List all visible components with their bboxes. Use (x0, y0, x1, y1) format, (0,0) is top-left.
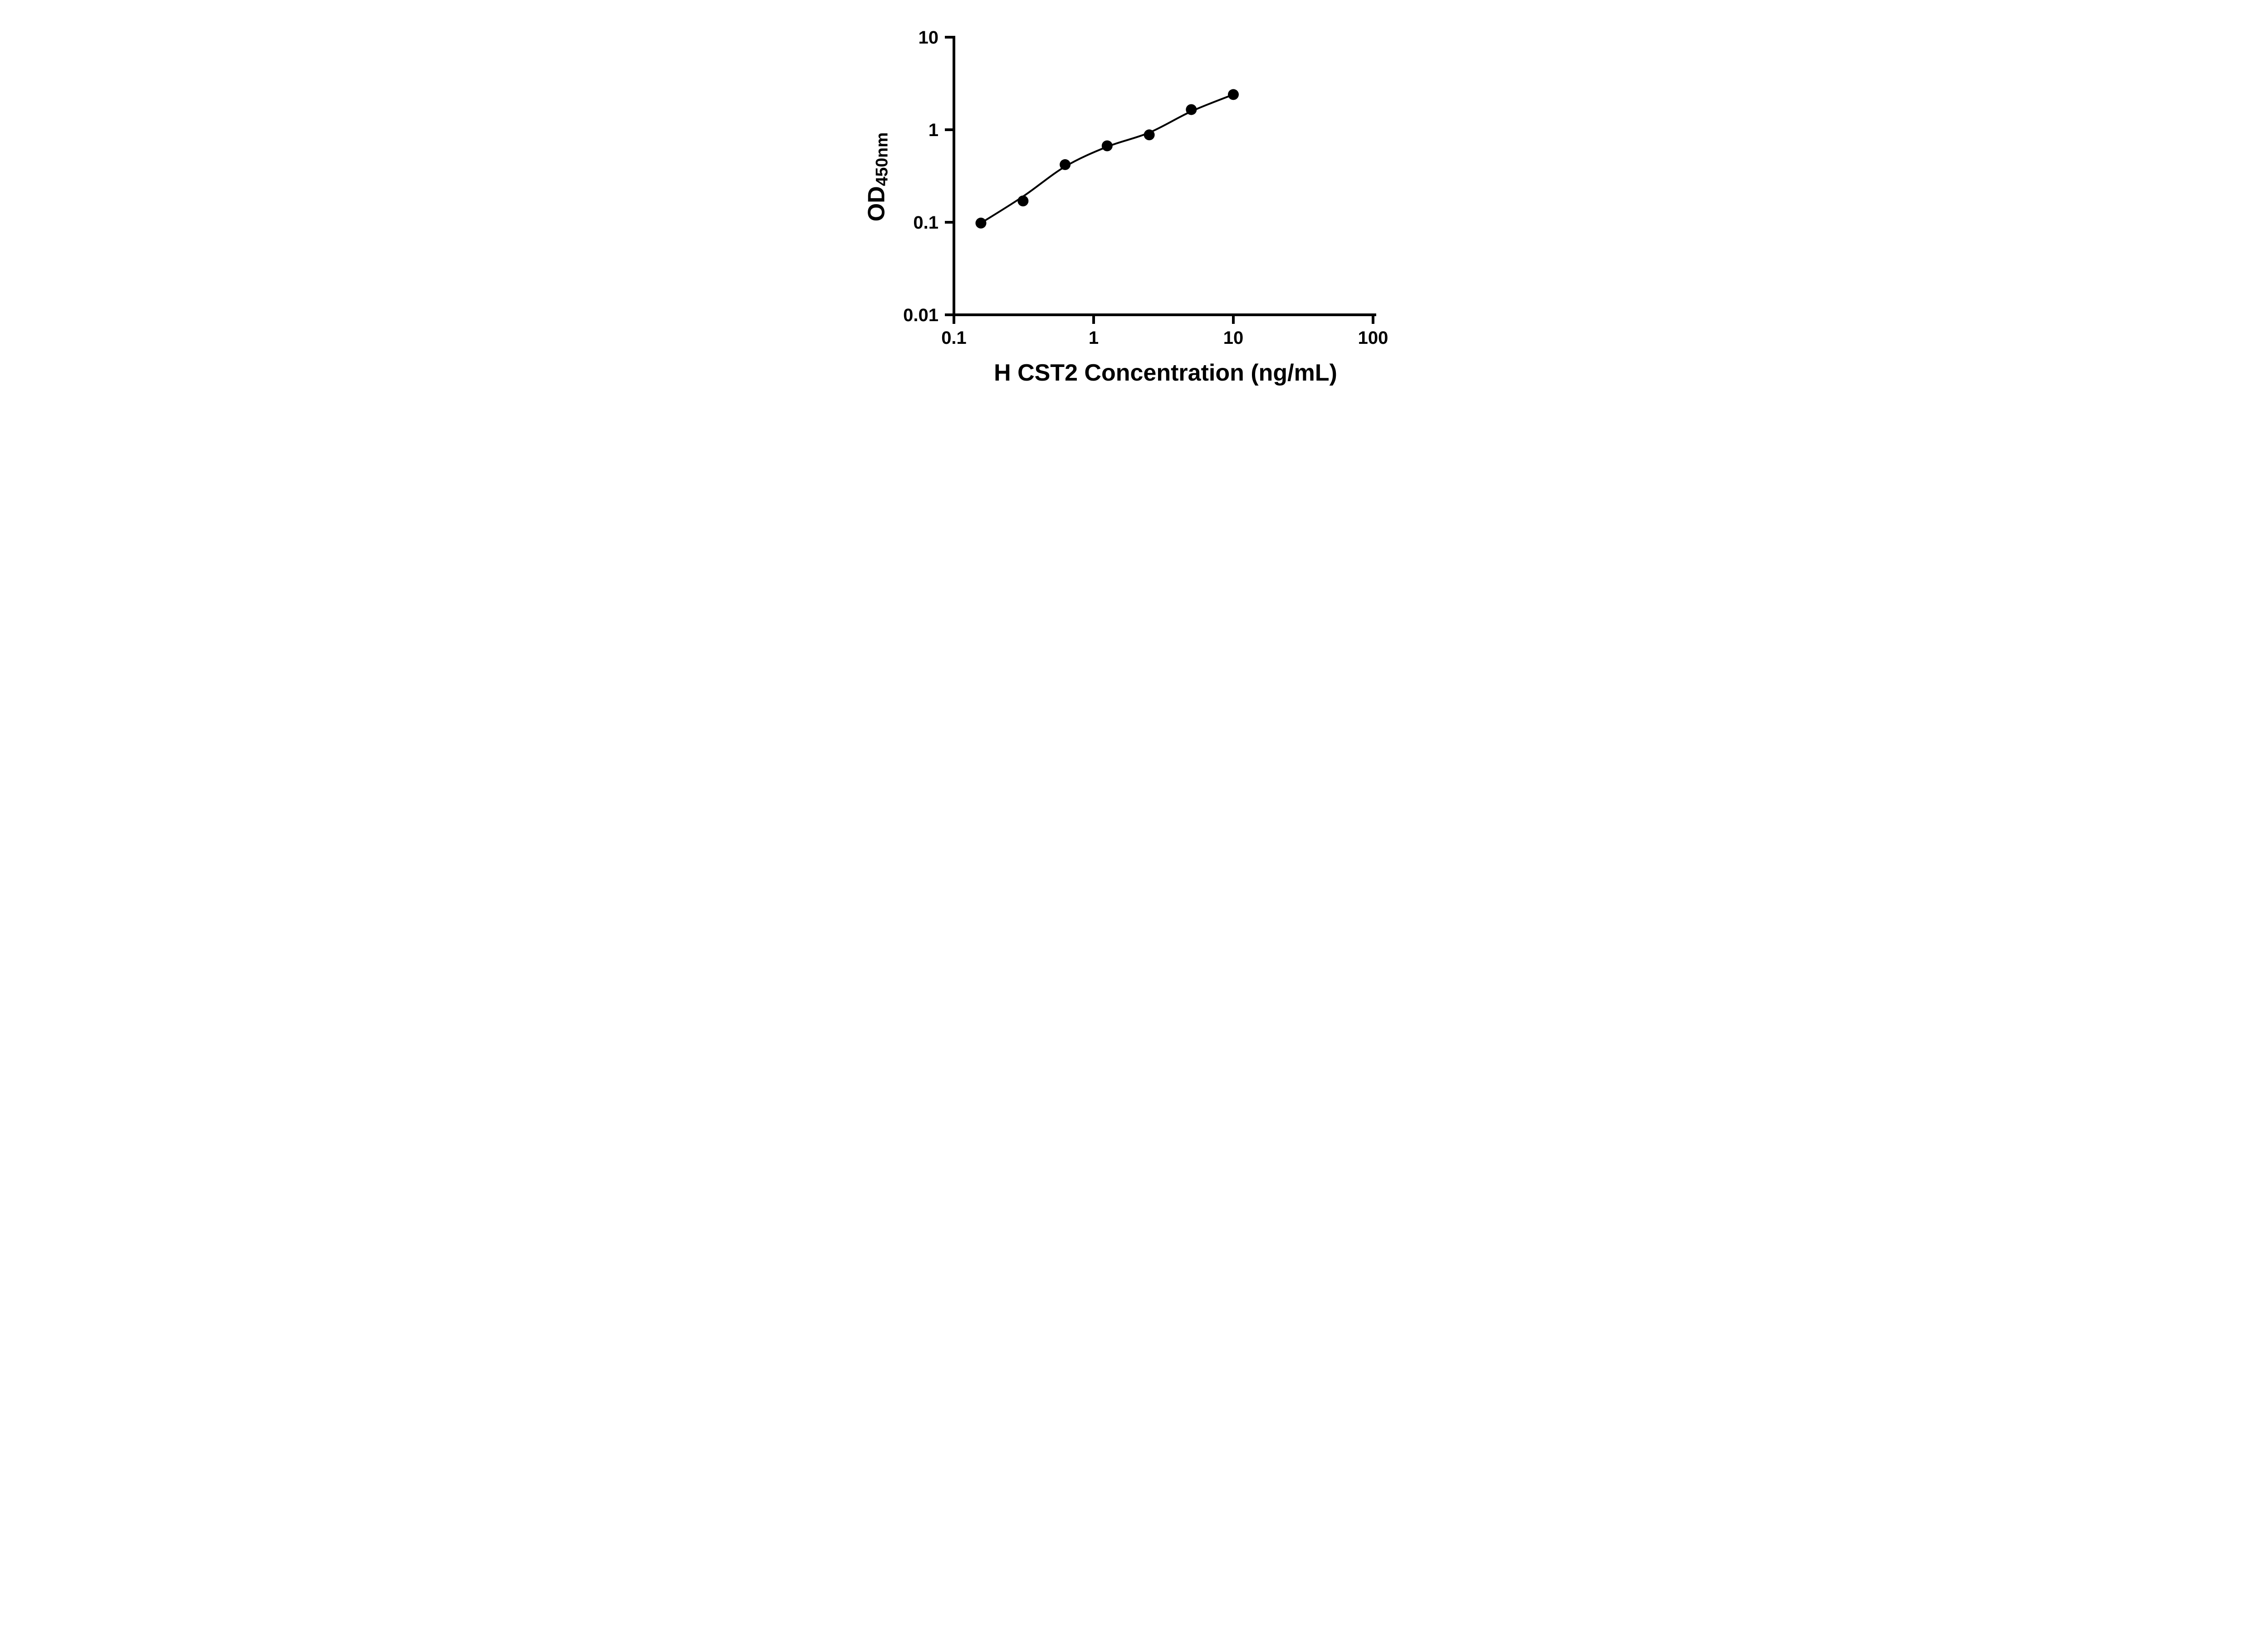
x-tick-label: 100 (1358, 328, 1388, 348)
data-point (1017, 196, 1028, 206)
x-tick-label: 10 (1223, 328, 1243, 348)
y-tick-label: 10 (918, 28, 938, 48)
data-point (1227, 89, 1239, 100)
y-tick-label: 1 (928, 120, 938, 140)
x-tick-label: 1 (1088, 328, 1098, 348)
elisa-standard-curve-figure: 0.01 0.1 1 10 0.1 1 10 100 OD450nm H CST2 Conce… (842, 0, 1426, 408)
y-axis-title-main: OD (863, 186, 890, 222)
y-axis-title: OD450nm (863, 132, 891, 222)
x-axis-title: H CST2 Concentration (ng/mL) (994, 360, 1337, 386)
x-tick-label: 0.1 (941, 328, 967, 348)
data-point (1185, 104, 1197, 115)
data-point (975, 217, 986, 229)
y-tick-label: 0.01 (903, 305, 938, 325)
data-point (1101, 140, 1113, 152)
data-point (1059, 159, 1070, 170)
y-axis-title-subscript: 450nm (871, 132, 891, 186)
y-tick-label: 0.1 (913, 213, 938, 233)
data-point (1144, 129, 1155, 141)
